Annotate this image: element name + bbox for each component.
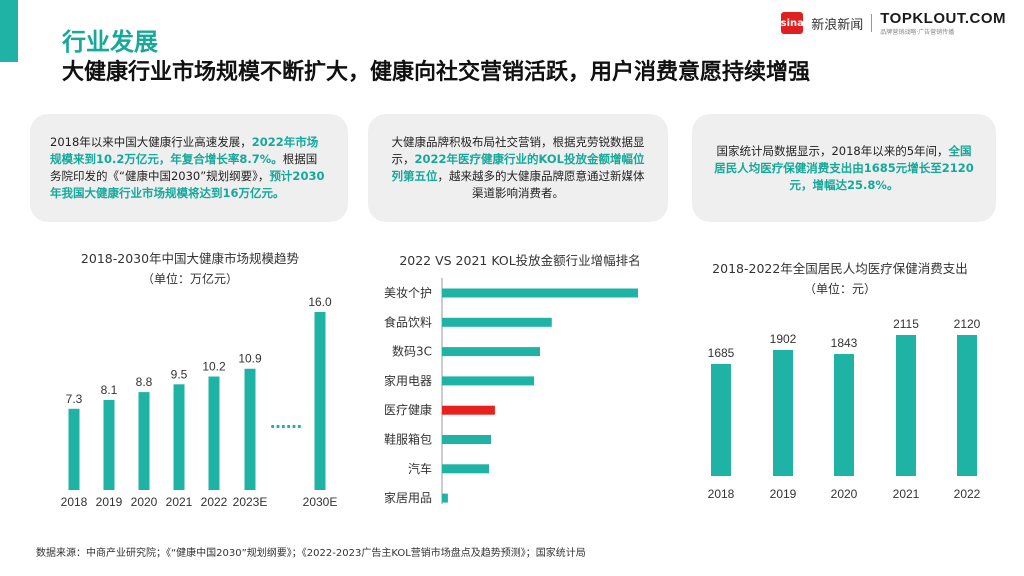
insight-card-spending: 国家统计局数据显示，2018年以来的5年间，全国居民人均医疗保健消费支出由168… — [692, 114, 996, 222]
industry-label: 家用电器 — [384, 373, 432, 388]
market-value-label: 7.3 — [66, 392, 83, 406]
body-text: 国家统计局数据显示，2018年以来的5年间， — [716, 143, 949, 158]
chart1-title: 2018-2030年中国大健康市场规模趋势 — [80, 251, 300, 266]
body-text: ，越来越多的大健康品牌愿意通过新媒体渠道影响消费者。 — [437, 169, 645, 200]
sina-logo-icon: sina — [781, 12, 804, 34]
spending-value-label: 1902 — [770, 332, 797, 346]
spending-value-label: 2115 — [893, 317, 919, 331]
chart3-title: 2018-2022年全国居民人均医疗保健消费支出 — [712, 261, 968, 276]
market-bar-2020 — [138, 392, 150, 490]
spending-bar-2018 — [711, 364, 731, 476]
market-year-label: 2019 — [96, 495, 123, 509]
chart1-unit: （单位：万亿元） — [141, 272, 238, 286]
spending-year-label: 2022 — [954, 487, 981, 501]
industry-label: 数码3C — [392, 344, 432, 359]
brand-divider — [871, 14, 873, 32]
insight-card-text: 2018年以来中国大健康行业高速发展，2022年市场规模来到10.2万亿元，年复… — [50, 134, 328, 202]
market-bar-2019 — [103, 399, 115, 490]
market-year-label: 2018 — [61, 495, 88, 509]
market-bar-2018 — [68, 408, 80, 490]
market-bar-2022 — [208, 376, 220, 490]
body-text: 大健康品牌积极布局社交营销，根据克劳锐数据显示， — [391, 135, 645, 166]
accent-stripe — [0, 0, 18, 62]
body-text: 2018年以来中国大健康行业高速发展， — [50, 135, 252, 149]
body-text: 根据国务院印发的《“健康中国2030”规划纲要》， — [50, 152, 318, 183]
industry-label: 汽车 — [408, 461, 432, 476]
chart3-unit: （单位：元） — [803, 282, 876, 296]
industry-bar-2 — [442, 317, 552, 327]
industry-label: 家居用品 — [384, 490, 432, 505]
market-year-label: 2022 — [201, 495, 228, 509]
chart2-title: 2022 VS 2021 KOL投放金额行业增幅排名 — [399, 253, 641, 268]
topklout-logo: TOPKLOUT.COM 品牌营销战略·广告营销传播 — [880, 10, 1006, 36]
industry-bar-8 — [442, 493, 448, 503]
spending-bar-2019 — [773, 350, 793, 476]
insight-card-text: 大健康品牌积极布局社交营销，根据克劳锐数据显示，2022年医疗健康行业的KOL投… — [388, 134, 648, 202]
spending-value-label: 1685 — [708, 346, 735, 360]
brand-bar: sina 新浪新闻 TOPKLOUT.COM 品牌营销战略·广告营销传播 — [781, 10, 1006, 36]
spending-year-label: 2020 — [831, 487, 858, 501]
topklout-tagline: 品牌营销战略·广告营销传播 — [880, 29, 955, 36]
market-value-label: 8.8 — [136, 375, 153, 389]
industry-bar-3 — [442, 347, 540, 357]
highlight-text: 预计2030年我国大健康行业市场规模将达到16万亿元。 — [50, 169, 325, 200]
health-spending-bar-chart: 1685 2018 1902 2019 1843 2020 2115 2021 2120 2022 — [708, 317, 981, 501]
spending-year-label: 2021 — [893, 487, 920, 501]
highlight-text: 2022年医疗健康行业的KOL投放金额增幅位列第五位 — [391, 152, 645, 183]
market-value-label: 10.9 — [238, 352, 262, 366]
market-value-label: 9.5 — [171, 367, 188, 381]
highlight-text: 全国居民人均医疗保健消费支出由1685元增长至2120元，增幅达25.8%。 — [714, 143, 974, 192]
spending-bar-2021 — [896, 335, 916, 476]
timeline-gap-marker: …… — [270, 413, 302, 432]
market-size-bar-chart: 7.3 2018 8.1 2019 8.8 2020 9.5 2021 10.2 2022 10.9… — [61, 295, 338, 509]
market-value-label: 16.0 — [308, 295, 332, 309]
market-year-label: 2030E — [303, 495, 338, 509]
spending-year-label: 2018 — [708, 487, 735, 501]
page-title: 大健康行业市场规模不断扩大，健康向社交营销活跃，用户消费意愿持续增强 — [62, 60, 811, 85]
market-year-label: 2020 — [131, 495, 158, 509]
insight-card-kol: 大健康品牌积极布局社交营销，根据克劳锐数据显示，2022年医疗健康行业的KOL投… — [368, 114, 668, 222]
market-value-label: 10.2 — [202, 360, 226, 374]
spending-bar-2022 — [957, 335, 977, 476]
spending-year-label: 2019 — [770, 487, 797, 501]
insight-card-text: 国家统计局数据显示，2018年以来的5年间，全国居民人均医疗保健消费支出由168… — [712, 143, 976, 194]
market-year-label: 2021 — [166, 495, 193, 509]
insight-card-market: 2018年以来中国大健康行业高速发展，2022年市场规模来到10.2万亿元，年复… — [30, 114, 348, 222]
industry-label: 鞋服箱包 — [384, 432, 432, 447]
industry-bar-5 — [442, 405, 495, 415]
industry-bar-7 — [442, 464, 490, 474]
market-year-label: 2023E — [233, 495, 268, 509]
industry-bar-4 — [442, 376, 535, 386]
market-bar-2030E — [314, 312, 326, 490]
industry-label: 医疗健康 — [384, 402, 432, 417]
market-value-label: 8.1 — [101, 383, 118, 397]
market-bar-2021 — [173, 384, 185, 490]
spending-value-label: 1843 — [831, 336, 858, 350]
topklout-brand: TOPKLOUT.COM — [880, 10, 1006, 27]
section-category: 行业发展 — [62, 28, 158, 56]
spending-bar-2020 — [834, 354, 854, 476]
spending-value-label: 2120 — [954, 317, 981, 331]
industry-bar-1 — [442, 288, 638, 298]
highlight-text: 2022年市场规模来到10.2万亿元，年复合增长率8.7%。 — [50, 135, 319, 166]
industry-bar-6 — [442, 435, 491, 444]
sina-news-label: 新浪新闻 — [811, 17, 864, 33]
industry-label: 美妆个护 — [384, 286, 432, 300]
industry-label: 食品饮料 — [384, 314, 432, 329]
market-bar-2023E — [244, 368, 256, 490]
data-source-note: 数据来源：中商产业研究院；《“健康中国2030”规划纲要》；《2022-2023… — [36, 548, 586, 559]
